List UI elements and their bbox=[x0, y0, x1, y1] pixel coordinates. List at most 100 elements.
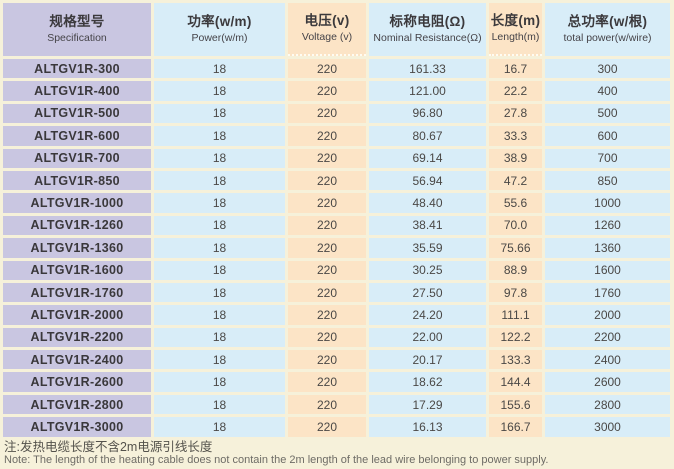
value-cell: 220 bbox=[288, 215, 366, 236]
value-cell: 17.29 bbox=[369, 394, 486, 415]
model-cell: ALTGV1R-2800 bbox=[3, 394, 151, 415]
model-cell: ALTGV1R-600 bbox=[3, 126, 151, 146]
column-header-cn: 总功率(w/根) bbox=[567, 14, 648, 29]
value-cell: 2800 bbox=[545, 394, 670, 415]
spec-table: 规格型号 Specification 功率(w/m) Power(w/m) 电压… bbox=[3, 3, 670, 437]
value-cell: 20.17 bbox=[369, 350, 486, 370]
value-cell: 220 bbox=[288, 327, 366, 348]
value-cell: 220 bbox=[288, 305, 366, 325]
value-cell: 3000 bbox=[545, 417, 670, 437]
value-cell: 220 bbox=[288, 103, 366, 124]
model-cell: ALTGV1R-500 bbox=[3, 103, 151, 124]
value-cell: 111.1 bbox=[489, 305, 542, 325]
value-cell: 27.50 bbox=[369, 282, 486, 303]
value-cell: 220 bbox=[288, 126, 366, 146]
value-cell: 2000 bbox=[545, 305, 670, 325]
model-cell: ALTGV1R-1000 bbox=[3, 193, 151, 213]
value-cell: 18 bbox=[154, 350, 285, 370]
value-cell: 220 bbox=[288, 238, 366, 258]
value-cell: 166.7 bbox=[489, 417, 542, 437]
value-cell: 56.94 bbox=[369, 170, 486, 191]
value-cell: 18 bbox=[154, 417, 285, 437]
column-header-en: total power(w/wire) bbox=[563, 31, 652, 44]
value-cell: 220 bbox=[288, 148, 366, 168]
value-cell: 122.2 bbox=[489, 327, 542, 348]
model-cell: ALTGV1R-400 bbox=[3, 81, 151, 101]
column-header-nominal-resistance: 标称电阻(Ω) Nominal Resistance(Ω) bbox=[369, 3, 486, 56]
value-cell: 220 bbox=[288, 372, 366, 392]
value-cell: 18 bbox=[154, 238, 285, 258]
column-header-total-power: 总功率(w/根) total power(w/wire) bbox=[545, 3, 670, 56]
column-header-en: Specification bbox=[47, 31, 107, 44]
column-header-specification: 规格型号 Specification bbox=[3, 3, 151, 56]
value-cell: 400 bbox=[545, 81, 670, 101]
value-cell: 161.33 bbox=[369, 59, 486, 79]
value-cell: 22.2 bbox=[489, 81, 542, 101]
value-cell: 850 bbox=[545, 170, 670, 191]
value-cell: 220 bbox=[288, 282, 366, 303]
value-cell: 18 bbox=[154, 193, 285, 213]
value-cell: 1600 bbox=[545, 260, 670, 280]
column-header-power: 功率(w/m) Power(w/m) bbox=[154, 3, 285, 56]
column-header-cn: 标称电阻(Ω) bbox=[389, 14, 466, 29]
value-cell: 18 bbox=[154, 126, 285, 146]
value-cell: 70.0 bbox=[489, 215, 542, 236]
value-cell: 1760 bbox=[545, 282, 670, 303]
value-cell: 220 bbox=[288, 81, 366, 101]
value-cell: 2600 bbox=[545, 372, 670, 392]
value-cell: 18 bbox=[154, 215, 285, 236]
value-cell: 18 bbox=[154, 305, 285, 325]
value-cell: 18 bbox=[154, 103, 285, 124]
model-cell: ALTGV1R-2000 bbox=[3, 305, 151, 325]
value-cell: 18.62 bbox=[369, 372, 486, 392]
model-cell: ALTGV1R-700 bbox=[3, 148, 151, 168]
value-cell: 69.14 bbox=[369, 148, 486, 168]
value-cell: 220 bbox=[288, 260, 366, 280]
value-cell: 80.67 bbox=[369, 126, 486, 146]
column-header-en: Power(w/m) bbox=[191, 31, 248, 44]
value-cell: 18 bbox=[154, 81, 285, 101]
value-cell: 155.6 bbox=[489, 394, 542, 415]
value-cell: 22.00 bbox=[369, 327, 486, 348]
value-cell: 1000 bbox=[545, 193, 670, 213]
value-cell: 220 bbox=[288, 59, 366, 79]
model-cell: ALTGV1R-1600 bbox=[3, 260, 151, 280]
value-cell: 27.8 bbox=[489, 103, 542, 124]
value-cell: 33.3 bbox=[489, 126, 542, 146]
value-cell: 121.00 bbox=[369, 81, 486, 101]
column-header-en: Voltage (v) bbox=[301, 30, 353, 43]
column-header-length: 长度(m) Length(m) bbox=[489, 3, 542, 56]
value-cell: 220 bbox=[288, 193, 366, 213]
model-cell: ALTGV1R-1760 bbox=[3, 282, 151, 303]
value-cell: 18 bbox=[154, 394, 285, 415]
model-cell: ALTGV1R-850 bbox=[3, 170, 151, 191]
value-cell: 16.13 bbox=[369, 417, 486, 437]
value-cell: 47.2 bbox=[489, 170, 542, 191]
column-header-en: Length(m) bbox=[491, 30, 540, 43]
value-cell: 38.41 bbox=[369, 215, 486, 236]
value-cell: 75.66 bbox=[489, 238, 542, 258]
value-cell: 500 bbox=[545, 103, 670, 124]
value-cell: 55.6 bbox=[489, 193, 542, 213]
column-header-cn: 功率(w/m) bbox=[187, 14, 252, 29]
value-cell: 18 bbox=[154, 327, 285, 348]
value-cell: 18 bbox=[154, 260, 285, 280]
model-cell: ALTGV1R-2600 bbox=[3, 372, 151, 392]
value-cell: 38.9 bbox=[489, 148, 542, 168]
value-cell: 144.4 bbox=[489, 372, 542, 392]
value-cell: 220 bbox=[288, 170, 366, 191]
column-header-cn: 长度(m) bbox=[490, 13, 541, 28]
value-cell: 48.40 bbox=[369, 193, 486, 213]
model-cell: ALTGV1R-1260 bbox=[3, 215, 151, 236]
model-cell: ALTGV1R-300 bbox=[3, 59, 151, 79]
value-cell: 1360 bbox=[545, 238, 670, 258]
value-cell: 220 bbox=[288, 417, 366, 437]
value-cell: 35.59 bbox=[369, 238, 486, 258]
value-cell: 220 bbox=[288, 394, 366, 415]
value-cell: 300 bbox=[545, 59, 670, 79]
value-cell: 700 bbox=[545, 148, 670, 168]
value-cell: 18 bbox=[154, 148, 285, 168]
column-header-en: Nominal Resistance(Ω) bbox=[373, 31, 482, 44]
value-cell: 18 bbox=[154, 282, 285, 303]
value-cell: 97.8 bbox=[489, 282, 542, 303]
